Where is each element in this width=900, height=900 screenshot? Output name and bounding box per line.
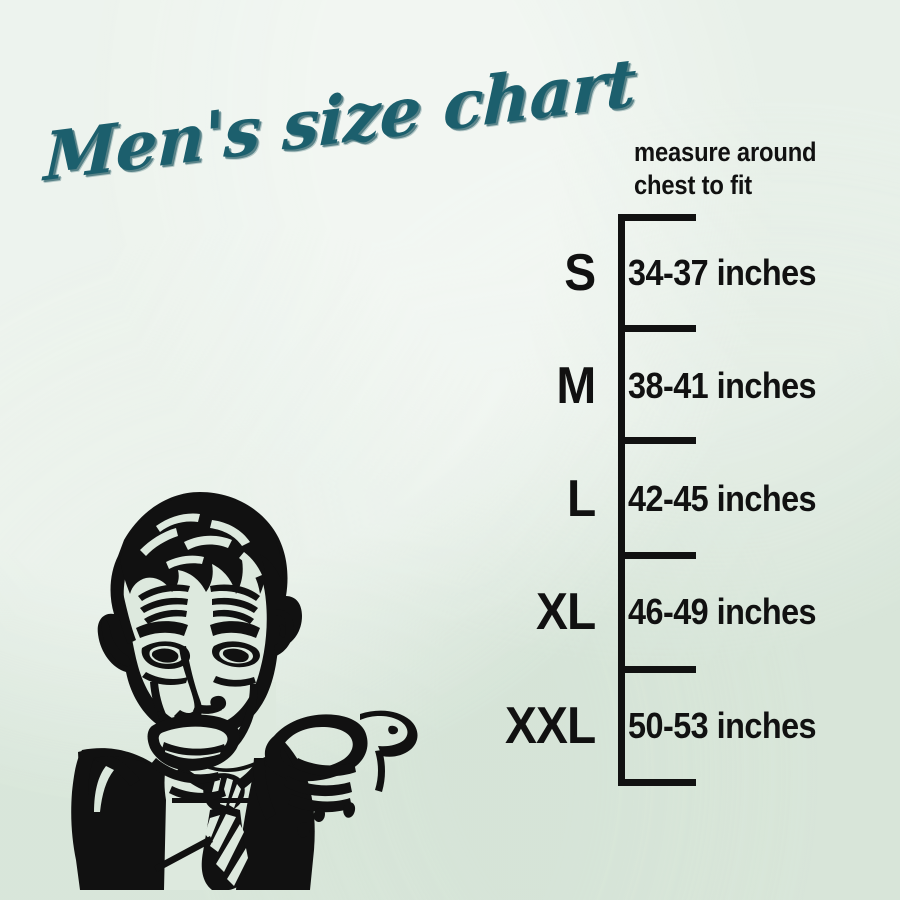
table-vertical-rule	[618, 214, 625, 786]
table-header-line-2: chest to fit	[634, 169, 753, 200]
page-title: Men's size chart	[43, 43, 637, 228]
table-tick-4	[618, 666, 696, 673]
table-tick-top	[618, 214, 696, 221]
table-header-caption: measure around chest to fit	[634, 136, 854, 202]
measurement-value: 50-53 inches	[628, 705, 817, 746]
measurement-value: 46-49 inches	[628, 591, 817, 632]
measurement-value: 34-37 inches	[628, 252, 817, 293]
retro-man-thumbs-up-icon	[60, 420, 440, 890]
size-label: XL	[535, 583, 596, 641]
table-header-line-1: measure around	[634, 137, 817, 167]
measurement-value: 38-41 inches	[628, 365, 817, 406]
size-label: S	[564, 244, 596, 302]
table-tick-3	[618, 552, 696, 559]
table-row[interactable]: XL 46-49 inches	[470, 555, 870, 669]
table-tick-2	[618, 437, 696, 444]
size-label: L	[566, 470, 596, 528]
table-tick-bottom	[618, 779, 696, 786]
size-table: S 34-37 inches M 38-41 inches L 42-45 in…	[470, 214, 870, 786]
table-row[interactable]: S 34-37 inches	[470, 216, 870, 330]
table-row[interactable]: XXL 50-53 inches	[470, 669, 870, 783]
table-row[interactable]: L 42-45 inches	[470, 442, 870, 556]
measurement-value: 42-45 inches	[628, 478, 817, 519]
size-label: M	[556, 357, 596, 415]
table-tick-1	[618, 325, 696, 332]
table-row[interactable]: M 38-41 inches	[470, 329, 870, 443]
page-title-text: Men's size chart	[42, 42, 637, 197]
size-label: XXL	[504, 697, 596, 755]
